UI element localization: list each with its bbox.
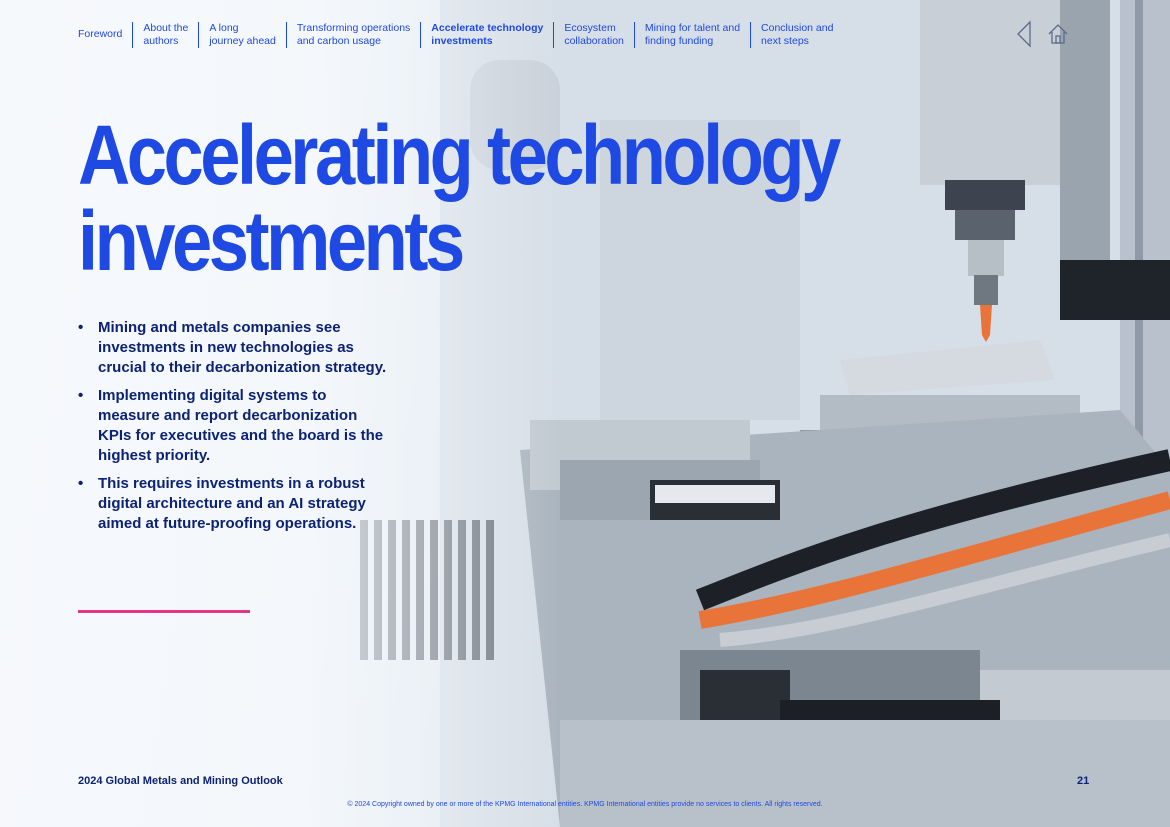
list-item: • Implementing digital systems to measur… — [78, 386, 388, 466]
nav-item-ecosystem[interactable]: Ecosystem collaboration — [553, 22, 634, 48]
key-points-list: • Mining and metals companies see invest… — [78, 318, 388, 542]
accent-divider — [78, 610, 250, 613]
bullet-text: Implementing digital systems to measure … — [98, 387, 384, 464]
page-title: Accelerating technology investments — [78, 112, 852, 284]
nav-item-foreword[interactable]: Foreword — [78, 28, 123, 40]
nav-item-conclusion[interactable]: Conclusion and next steps — [750, 22, 843, 48]
chevron-left-icon[interactable] — [1014, 20, 1038, 48]
nav-item-accelerate-technology[interactable]: Accelerate technology investments — [420, 22, 553, 48]
bullet-marker: • — [78, 319, 84, 336]
bullet-marker: • — [78, 387, 84, 404]
bullet-text: This requires investments in a robust di… — [98, 475, 366, 532]
publication-title: 2024 Global Metals and Mining Outlook — [78, 775, 283, 787]
bullet-text: Mining and metals companies see investme… — [98, 319, 387, 376]
list-item: • Mining and metals companies see invest… — [78, 318, 388, 378]
page-number: 21 — [1077, 775, 1090, 787]
nav-icon-group — [1014, 20, 1070, 48]
bullet-marker: • — [78, 475, 84, 492]
text-backdrop-fade — [0, 0, 560, 827]
copyright-notice: © 2024 Copyright owned by one or more of… — [347, 801, 823, 808]
list-item: • This requires investments in a robust … — [78, 474, 388, 534]
page-title-line-1: Accelerating technology — [78, 108, 841, 202]
page-title-line-2: investments — [78, 194, 465, 288]
section-nav: Foreword About the authors A long journe… — [78, 22, 843, 50]
nav-item-about-authors[interactable]: About the authors — [132, 22, 198, 48]
nav-item-transforming-operations[interactable]: Transforming operations and carbon usage — [285, 22, 420, 48]
nav-item-long-journey[interactable]: A long journey ahead — [198, 22, 286, 48]
home-icon[interactable] — [1046, 20, 1070, 48]
nav-item-talent-funding[interactable]: Mining for talent and finding funding — [633, 22, 750, 48]
